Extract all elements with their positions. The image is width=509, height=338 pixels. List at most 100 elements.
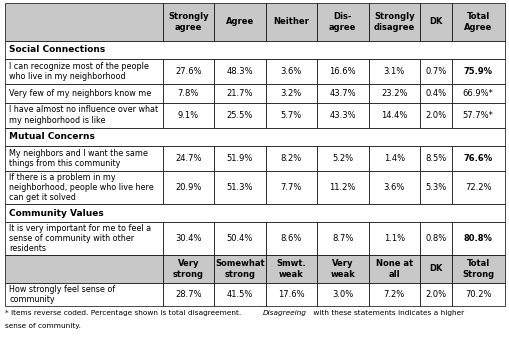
Text: I can recognize most of the people
who live in my neighborhood: I can recognize most of the people who l… bbox=[9, 62, 149, 81]
Bar bbox=[265, 84, 317, 102]
Bar bbox=[214, 146, 265, 171]
Bar bbox=[368, 222, 419, 255]
Text: 48.3%: 48.3% bbox=[226, 67, 252, 76]
Text: 50.4%: 50.4% bbox=[226, 234, 252, 243]
Text: Total
Agree: Total Agree bbox=[463, 12, 491, 31]
Text: My neighbors and I want the same
things from this community: My neighbors and I want the same things … bbox=[9, 149, 148, 168]
Bar bbox=[214, 255, 265, 283]
Text: 5.3%: 5.3% bbox=[425, 183, 445, 192]
Text: DK: DK bbox=[428, 17, 442, 26]
Bar bbox=[162, 3, 214, 41]
Bar bbox=[450, 222, 504, 255]
Bar bbox=[214, 102, 265, 128]
Text: 0.7%: 0.7% bbox=[425, 67, 445, 76]
Text: 0.4%: 0.4% bbox=[425, 89, 445, 98]
Text: 11.2%: 11.2% bbox=[329, 183, 355, 192]
Bar bbox=[368, 59, 419, 84]
Bar bbox=[450, 283, 504, 306]
Bar bbox=[5, 128, 504, 146]
Bar bbox=[419, 59, 450, 84]
Text: Somewhat
strong: Somewhat strong bbox=[214, 259, 264, 279]
Bar bbox=[450, 255, 504, 283]
Text: 23.2%: 23.2% bbox=[380, 89, 407, 98]
Bar bbox=[265, 283, 317, 306]
Text: 41.5%: 41.5% bbox=[226, 290, 252, 299]
Text: I have almost no influence over what
my neighborhood is like: I have almost no influence over what my … bbox=[9, 105, 158, 125]
Text: Strongly
agree: Strongly agree bbox=[167, 12, 208, 31]
Bar bbox=[317, 283, 368, 306]
Text: sense of community.: sense of community. bbox=[5, 323, 81, 329]
Bar bbox=[317, 171, 368, 204]
Text: Very
strong: Very strong bbox=[173, 259, 204, 279]
Bar bbox=[5, 171, 162, 204]
Bar bbox=[368, 171, 419, 204]
Bar bbox=[214, 84, 265, 102]
Bar bbox=[265, 255, 317, 283]
Text: 66.9%*: 66.9%* bbox=[462, 89, 493, 98]
Bar bbox=[265, 3, 317, 41]
Text: 75.9%: 75.9% bbox=[463, 67, 492, 76]
Text: 51.3%: 51.3% bbox=[226, 183, 252, 192]
Bar bbox=[5, 59, 162, 84]
Bar bbox=[368, 255, 419, 283]
Text: 3.6%: 3.6% bbox=[383, 183, 404, 192]
Text: Agree: Agree bbox=[225, 17, 253, 26]
Bar bbox=[368, 102, 419, 128]
Bar bbox=[368, 84, 419, 102]
Bar bbox=[317, 3, 368, 41]
Bar bbox=[5, 255, 162, 283]
Text: DK: DK bbox=[428, 264, 442, 273]
Text: 72.2%: 72.2% bbox=[464, 183, 491, 192]
Bar bbox=[5, 3, 162, 41]
Bar bbox=[5, 283, 162, 306]
Bar bbox=[214, 171, 265, 204]
Text: Neither: Neither bbox=[273, 17, 308, 26]
Bar bbox=[265, 102, 317, 128]
Text: 28.7%: 28.7% bbox=[175, 290, 201, 299]
Text: 3.0%: 3.0% bbox=[331, 290, 353, 299]
Bar bbox=[162, 171, 214, 204]
Text: Total
Strong: Total Strong bbox=[461, 259, 493, 279]
Bar bbox=[5, 84, 162, 102]
Bar bbox=[450, 3, 504, 41]
Bar bbox=[317, 59, 368, 84]
Text: 76.6%: 76.6% bbox=[463, 154, 492, 163]
Text: 8.7%: 8.7% bbox=[331, 234, 353, 243]
Text: 3.1%: 3.1% bbox=[383, 67, 404, 76]
Text: 7.7%: 7.7% bbox=[280, 183, 301, 192]
Text: If there is a problem in my
neighborhood, people who live here
can get it solved: If there is a problem in my neighborhood… bbox=[9, 173, 153, 202]
Bar bbox=[419, 3, 450, 41]
Bar bbox=[214, 59, 265, 84]
Bar bbox=[450, 171, 504, 204]
Text: 16.6%: 16.6% bbox=[329, 67, 355, 76]
Bar bbox=[419, 84, 450, 102]
Text: Very few of my neighbors know me: Very few of my neighbors know me bbox=[9, 89, 151, 98]
Text: 5.2%: 5.2% bbox=[331, 154, 353, 163]
Bar bbox=[5, 102, 162, 128]
Bar bbox=[419, 171, 450, 204]
Bar bbox=[368, 283, 419, 306]
Text: * Items reverse coded. Percentage shown is total disagreement.: * Items reverse coded. Percentage shown … bbox=[5, 310, 243, 316]
Text: 7.8%: 7.8% bbox=[177, 89, 199, 98]
Text: 1.4%: 1.4% bbox=[383, 154, 404, 163]
Text: 57.7%*: 57.7%* bbox=[462, 111, 493, 120]
Text: 8.2%: 8.2% bbox=[280, 154, 301, 163]
Bar bbox=[5, 204, 504, 222]
Bar bbox=[317, 84, 368, 102]
Bar bbox=[162, 146, 214, 171]
Text: 3.6%: 3.6% bbox=[280, 67, 301, 76]
Bar bbox=[265, 59, 317, 84]
Text: 8.6%: 8.6% bbox=[280, 234, 301, 243]
Bar bbox=[450, 84, 504, 102]
Bar bbox=[419, 255, 450, 283]
Bar bbox=[265, 146, 317, 171]
Text: Strongly
disagree: Strongly disagree bbox=[373, 12, 414, 31]
Text: 0.8%: 0.8% bbox=[425, 234, 445, 243]
Text: 27.6%: 27.6% bbox=[175, 67, 201, 76]
Text: 20.9%: 20.9% bbox=[175, 183, 201, 192]
Text: It is very important for me to feel a
sense of community with other
residents: It is very important for me to feel a se… bbox=[9, 224, 151, 254]
Bar bbox=[162, 59, 214, 84]
Text: Social Connections: Social Connections bbox=[9, 45, 105, 54]
Bar bbox=[317, 146, 368, 171]
Text: with these statements indicates a higher: with these statements indicates a higher bbox=[310, 310, 463, 316]
